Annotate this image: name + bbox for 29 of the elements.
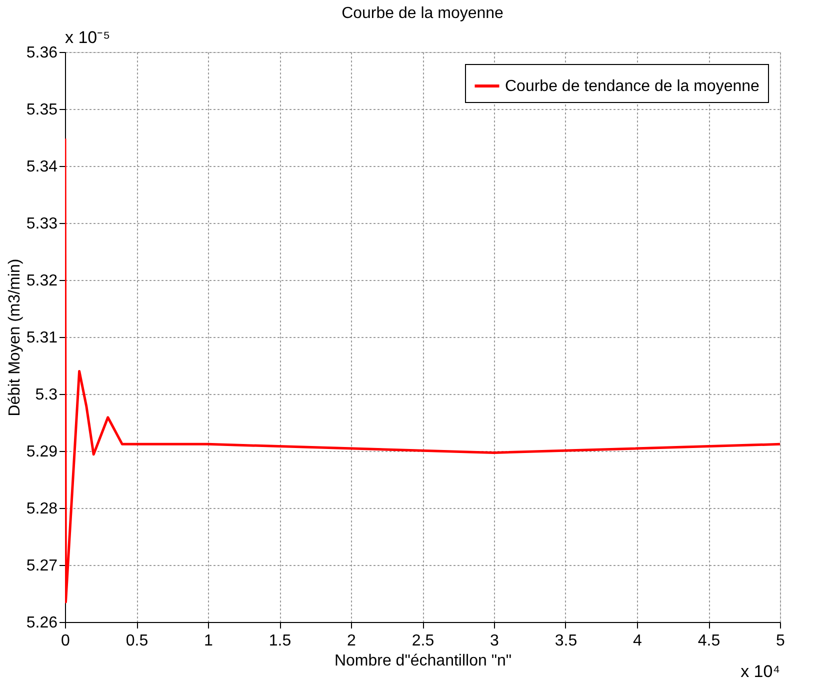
x-tick-label: 1: [204, 632, 214, 650]
x-tick-label: 1.5: [268, 632, 292, 650]
x-tick-label: 2.5: [412, 632, 434, 650]
y-axis-title: Débit Moyen (m3/min): [6, 258, 24, 416]
y-tick-label: 5.27: [26, 558, 58, 574]
text: x 10⁴: [740, 662, 780, 681]
y-tick-label: 5.28: [26, 500, 58, 518]
y-tick-label: 5.36: [26, 44, 58, 62]
x-tick-label: 4: [633, 632, 642, 650]
y-tick-label: 5.32: [26, 272, 58, 290]
legend-label: Courbe de tendance de la moyenne: [505, 78, 760, 95]
y-tick-label: 5.33: [26, 216, 58, 232]
y-tick-label: 5.31: [26, 330, 58, 346]
text: x 10⁻⁵: [65, 28, 110, 47]
x-tick-label: 3.5: [554, 632, 578, 650]
x-tick-label: 3: [490, 632, 500, 650]
y-tick-label: 5.26: [26, 614, 58, 632]
x-axis-title: Nombre d"échantillon "n": [334, 652, 512, 670]
x-tick-label: 2: [347, 632, 356, 650]
x-tick-label: 0: [61, 632, 70, 650]
y-tick-label: 5.34: [26, 158, 58, 176]
line-series: [65, 137, 780, 604]
x-tick-label: 5: [776, 632, 786, 650]
y-tick-label: 5.3: [35, 386, 58, 404]
y-tick-label: 5.35: [26, 102, 58, 118]
y-tick-label: 5.29: [26, 444, 58, 460]
x-tick-label: 0.5: [126, 632, 148, 650]
x-tick-label: 4.5: [698, 632, 720, 650]
chart-title: Courbe de la moyenne: [342, 5, 504, 22]
